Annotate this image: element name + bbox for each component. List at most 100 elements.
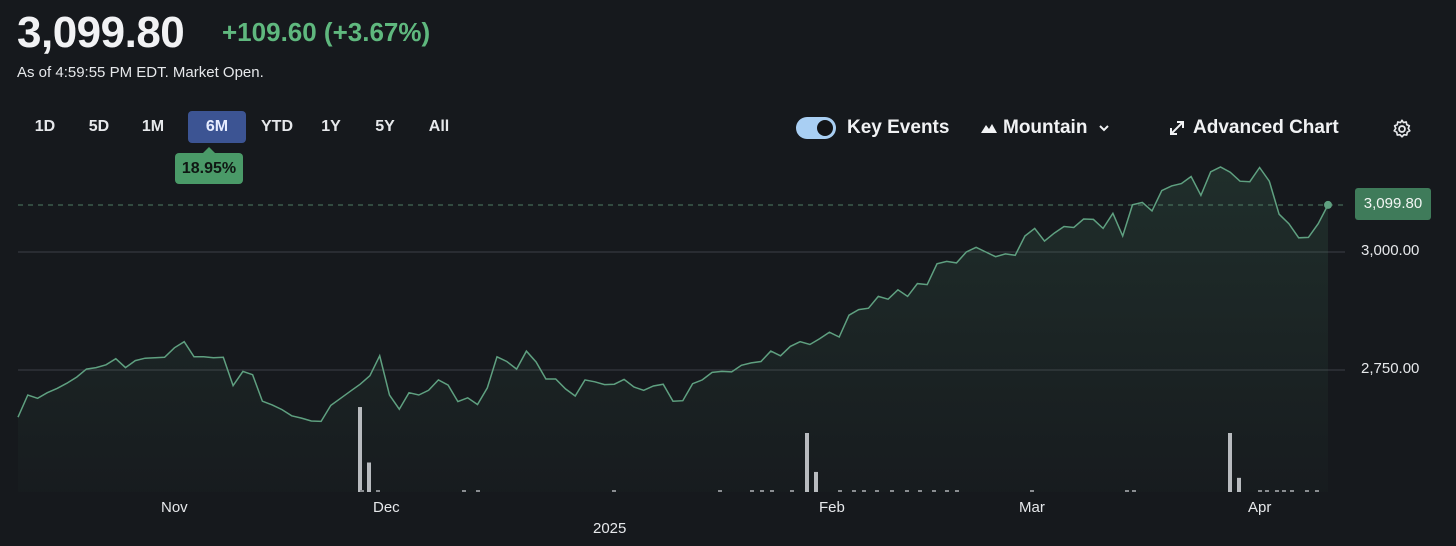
gear-icon[interactable] [1391, 118, 1413, 140]
data-point-29 [301, 417, 303, 419]
data-point-129 [1278, 213, 1280, 215]
data-point-49 [496, 356, 498, 358]
data-point-100 [995, 256, 997, 258]
volume-tick-18 [945, 490, 949, 492]
data-point-58 [584, 379, 586, 381]
volume-tick-12 [862, 490, 866, 492]
data-point-110 [1092, 218, 1094, 220]
data-point-64 [643, 389, 645, 391]
range-selector: 1D 5D 1M 6M YTD 1Y 5Y All [18, 111, 466, 143]
data-point-7 [85, 368, 87, 370]
volume-tick-20 [1030, 490, 1034, 492]
volume-tick-1 [376, 490, 380, 492]
data-point-84 [838, 336, 840, 338]
range-5y-button[interactable]: 5Y [375, 118, 395, 135]
data-point-9 [105, 364, 107, 366]
data-point-69 [692, 383, 694, 385]
data-point-33 [340, 397, 342, 399]
data-point-42 [428, 389, 430, 391]
data-point-28 [291, 415, 293, 417]
range-5d-button[interactable]: 5D [88, 118, 110, 135]
data-point-63 [633, 386, 635, 388]
data-point-61 [613, 383, 615, 385]
current-price-marker [1324, 200, 1332, 209]
key-events-toggle[interactable]: Key Events [796, 113, 949, 143]
data-point-50 [506, 361, 508, 363]
y-tick-3000: 3,000.00 [1361, 242, 1420, 259]
data-point-83 [828, 331, 830, 333]
data-point-108 [1073, 226, 1075, 228]
current-price: 3,099.80 [17, 8, 185, 57]
data-point-115 [1141, 201, 1143, 203]
data-point-74 [740, 364, 742, 366]
data-point-95 [946, 260, 948, 262]
data-point-103 [1024, 235, 1026, 237]
data-point-54 [545, 378, 547, 380]
volume-tick-3 [476, 490, 480, 492]
data-point-118 [1171, 185, 1173, 187]
expand-icon [1170, 121, 1184, 135]
toggle-knob [817, 120, 833, 136]
volume-tick-6 [750, 490, 754, 492]
range-6m-button[interactable]: 6M [188, 111, 246, 143]
chart-type-dropdown[interactable]: Mountain [980, 113, 1111, 143]
data-point-35 [359, 383, 361, 385]
data-point-78 [780, 355, 782, 357]
range-1d-button[interactable]: 1D [34, 118, 56, 135]
data-point-60 [604, 384, 606, 386]
data-point-27 [281, 409, 283, 411]
price-change: +109.60 (+3.67%) [222, 17, 431, 47]
volume-tick-9 [790, 490, 794, 492]
range-1m-button[interactable]: 1M [141, 118, 165, 135]
data-point-25 [261, 400, 263, 402]
data-point-120 [1190, 175, 1192, 177]
advanced-chart-label: Advanced Chart [1193, 117, 1339, 138]
volume-tick-26 [1282, 490, 1286, 492]
data-point-116 [1151, 210, 1153, 212]
data-point-51 [516, 368, 518, 370]
data-point-44 [447, 384, 449, 386]
data-point-30 [310, 420, 312, 422]
toggle-switch[interactable] [796, 117, 836, 139]
data-point-133 [1317, 223, 1319, 225]
volume-tick-23 [1258, 490, 1262, 492]
data-point-73 [731, 371, 733, 373]
data-point-104 [1034, 227, 1036, 229]
data-point-36 [369, 375, 371, 377]
data-point-56 [564, 388, 566, 390]
data-point-124 [1229, 171, 1231, 173]
data-point-0 [17, 416, 19, 418]
data-point-5 [66, 382, 68, 384]
range-ytd-button[interactable]: YTD [261, 118, 293, 135]
x-label-dec: Dec [373, 499, 400, 516]
data-point-40 [408, 392, 410, 394]
key-events-label: Key Events [847, 117, 950, 138]
volume-tick-24 [1265, 490, 1269, 492]
data-point-39 [398, 408, 400, 410]
advanced-chart-button[interactable]: Advanced Chart [1168, 113, 1339, 143]
volume-bar-1 [367, 462, 371, 492]
data-point-106 [1053, 232, 1055, 234]
data-point-111 [1102, 227, 1104, 229]
data-point-91 [907, 295, 909, 297]
price-line [17, 166, 1329, 423]
data-point-48 [486, 387, 488, 389]
y-tick-2750: 2,750.00 [1361, 360, 1420, 377]
as-of-timestamp: As of 4:59:55 PM EDT. Market Open. [17, 64, 264, 81]
data-point-79 [789, 345, 791, 347]
data-point-76 [760, 361, 762, 363]
data-point-94 [936, 263, 938, 265]
volume-tick-21 [1125, 490, 1129, 492]
data-point-19 [203, 356, 205, 358]
data-point-117 [1161, 190, 1163, 192]
data-point-24 [252, 374, 254, 376]
range-1y-button[interactable]: 1Y [321, 118, 341, 135]
volume-tick-29 [1315, 490, 1319, 492]
data-point-105 [1043, 240, 1045, 242]
volume-tick-2 [462, 490, 466, 492]
range-all-button[interactable]: All [428, 118, 450, 135]
data-point-18 [193, 356, 195, 358]
data-point-13 [144, 357, 146, 359]
volume-tick-25 [1275, 490, 1279, 492]
data-point-82 [819, 338, 821, 340]
